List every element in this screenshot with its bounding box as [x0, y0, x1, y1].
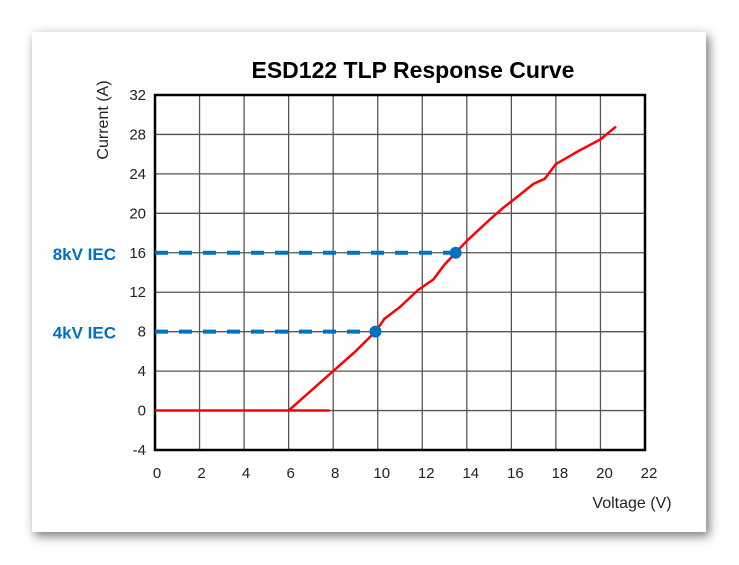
y-tick-label: 32 — [129, 87, 146, 104]
x-tick-label: 6 — [286, 465, 294, 482]
y-tick-label: 20 — [129, 205, 146, 222]
y-tick-label: 8 — [138, 324, 146, 341]
chart-card — [32, 32, 706, 532]
y-tick-label: 16 — [129, 245, 146, 262]
x-tick-label: 18 — [552, 465, 569, 482]
x-axis-label: Voltage (V) — [592, 495, 671, 512]
y-tick-label: -4 — [133, 442, 146, 459]
y-tick-label: 24 — [129, 166, 146, 183]
x-tick-label: 14 — [462, 465, 479, 482]
x-tick-label: 2 — [197, 465, 205, 482]
x-tick-label: 12 — [418, 465, 435, 482]
marker-label: 8kV IEC — [53, 245, 116, 264]
y-tick-label: 28 — [129, 126, 146, 143]
x-tick-label: 4 — [242, 465, 250, 482]
plot-border — [153, 93, 647, 452]
marker-point — [369, 325, 382, 338]
x-tick-label: 20 — [596, 465, 613, 482]
marker-label: 4kV IEC — [53, 324, 116, 343]
marker-point — [449, 246, 462, 259]
chart-title: ESD122 TLP Response Curve — [252, 57, 575, 83]
x-tick-label: 8 — [331, 465, 339, 482]
y-axis-label: Current (A) — [95, 80, 112, 159]
x-tick-label: 16 — [507, 465, 524, 482]
series-line — [155, 125, 617, 412]
x-tick-label: 22 — [641, 465, 658, 482]
x-tick-label: 10 — [373, 465, 390, 482]
y-tick-label: 4 — [138, 363, 146, 380]
y-tick-label: 0 — [138, 403, 146, 420]
y-tick-label: 12 — [129, 284, 146, 301]
x-tick-label: 0 — [153, 465, 161, 482]
